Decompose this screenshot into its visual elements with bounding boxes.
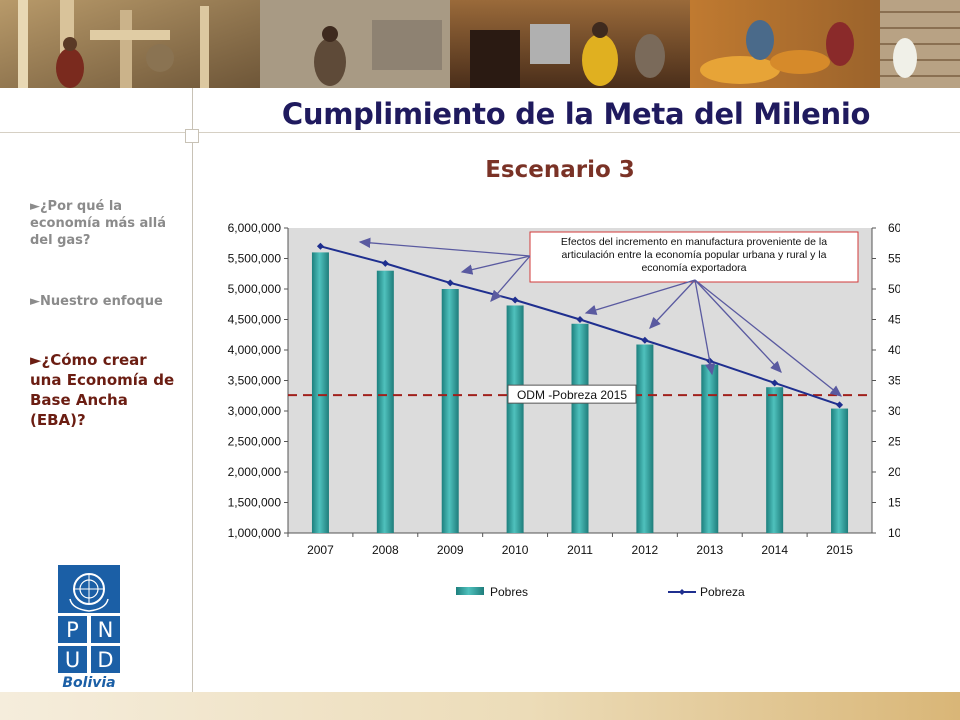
x-tick-label: 2012: [632, 543, 659, 557]
reference-label-box: [507, 384, 637, 404]
point-pobreza: [771, 379, 779, 387]
legend-swatch-pobres: [456, 587, 484, 595]
point-pobreza: [316, 242, 324, 250]
logo-letter-n: N: [98, 618, 114, 642]
y-left-tick-label: 6,000,000: [228, 221, 282, 235]
annotation-arrow: [694, 279, 782, 373]
bar-pobres: [701, 364, 719, 533]
annotation-arrow: [584, 279, 696, 315]
y-right-tick-label: 55.0: [888, 252, 900, 266]
y-left-tick-label: 2,000,000: [228, 465, 282, 479]
sidebar-item-enfoque[interactable]: ►Nuestro enfoque: [30, 293, 180, 310]
annotation-box: [529, 231, 859, 283]
x-tick-label: 2014: [761, 543, 788, 557]
x-tick-label: 2015: [826, 543, 853, 557]
sidebar-item-label: ►¿Por qué la economía más allá del gas?: [30, 199, 166, 248]
y-right-tick-label: 60.0: [888, 221, 900, 235]
y-right-tick-label: 15.0: [888, 496, 900, 510]
bar-pobres: [571, 323, 589, 533]
sidebar-item-como-crear-eba[interactable]: ►¿Cómo crear una Economía de Base Ancha …: [30, 350, 180, 430]
point-pobreza: [446, 279, 454, 287]
pnud-logo: P N U D: [58, 565, 120, 673]
y-right-tick-label: 25.0: [888, 435, 900, 449]
divider-corner-marker: [185, 129, 199, 143]
y-left-tick-label: 5,000,000: [228, 282, 282, 296]
y-left-tick-label: 4,000,000: [228, 343, 282, 357]
legend-marker-pobreza: [679, 589, 685, 595]
annotation-arrow: [694, 279, 843, 397]
annotation-arrow: [490, 255, 531, 302]
header-banner-image: [0, 0, 960, 88]
reference-line-label: ODM -Pobreza 2015: [517, 388, 627, 402]
header-divider: [0, 132, 960, 133]
point-pobreza: [836, 401, 844, 409]
y-left-tick-label: 5,500,000: [228, 252, 282, 266]
x-tick-label: 2007: [307, 543, 334, 557]
logo-letter-p: P: [66, 618, 79, 642]
point-pobreza: [576, 316, 584, 323]
x-tick-label: 2008: [372, 543, 399, 557]
y-left-tick-label: 2,500,000: [228, 435, 282, 449]
logo-letter-d: D: [97, 648, 113, 672]
bar-pobres: [441, 289, 459, 533]
y-left-tick-label: 4,500,000: [228, 313, 282, 327]
y-left-tick-label: 3,000,000: [228, 404, 282, 418]
poverty-chart: 1,000,000 1,500,000 2,000,000 2,500,000 3,00…: [228, 221, 900, 599]
logo-caption: Bolivia: [62, 675, 116, 691]
y-left-tick-label: 1,500,000: [228, 496, 282, 510]
bar-pobres: [831, 408, 849, 533]
y-right-tick-label: 50.0: [888, 282, 900, 296]
sidebar-item-por-que[interactable]: ►¿Por qué la economía más allá del gas?: [30, 198, 180, 249]
annotation-arrow: [460, 255, 531, 275]
logo-letter-u: U: [65, 648, 80, 672]
annotation-text-line: articulación entre la economía popular u…: [562, 249, 827, 261]
x-tick-label: 2010: [502, 543, 529, 557]
y-right-tick-label: 35.0: [888, 374, 900, 388]
y-left-tick-label: 1,000,000: [228, 526, 282, 540]
bar-pobres: [376, 270, 394, 533]
x-tick-label: 2009: [437, 543, 464, 557]
point-pobreza: [381, 259, 389, 267]
mural-artwork: [0, 0, 960, 88]
x-tick-label: 2013: [696, 543, 723, 557]
annotation-arrow: [358, 237, 531, 257]
sidebar-item-label: ►¿Cómo crear una Economía de Base Ancha …: [30, 351, 175, 429]
y-right-tick-label: 40.0: [888, 343, 900, 357]
legend-label-pobres: Pobres: [490, 585, 528, 599]
bar-pobres: [506, 305, 524, 533]
page-title: Cumplimiento de la Meta del Milenio: [281, 97, 871, 131]
annotation-text-line: economía exportadora: [641, 262, 746, 274]
sidebar-item-label: ►Nuestro enfoque: [30, 294, 163, 309]
y-left-tick-label: 3,500,000: [228, 374, 282, 388]
point-pobreza: [641, 336, 649, 344]
bar-pobres: [311, 252, 329, 533]
annotation-arrow: [694, 279, 716, 376]
y-right-tick-label: 45.0: [888, 313, 900, 327]
bar-pobres: [636, 344, 654, 533]
y-right-tick-label: 30.0: [888, 404, 900, 418]
annotation-text-line: Efectos del incremento en manufactura pr…: [561, 236, 827, 248]
legend-label-pobreza: Pobreza: [700, 585, 745, 599]
x-tick-label: 2011: [567, 543, 593, 557]
footer-band: [0, 692, 960, 720]
sidebar-divider: [192, 88, 193, 692]
y-right-tick-label: 20.0: [888, 465, 900, 479]
page-subtitle: Escenario 3: [485, 157, 635, 183]
annotation-arrow: [649, 279, 696, 329]
y-right-tick-label: 10.0: [888, 526, 900, 540]
bar-pobres: [766, 387, 784, 533]
